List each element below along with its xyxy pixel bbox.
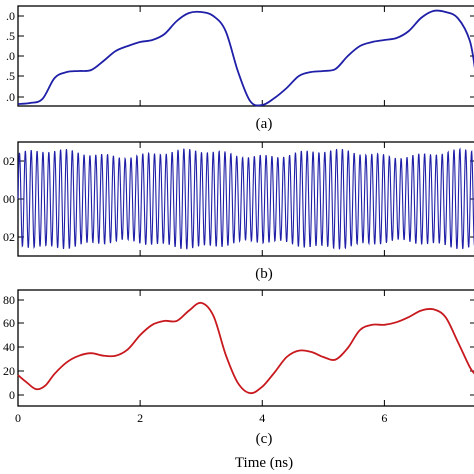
y-tick-label: 80 xyxy=(3,293,15,307)
panel-a-series-line xyxy=(17,9,474,107)
panel-b: 02 00 02 (b) xyxy=(3,141,474,282)
y-tick-label: 02 xyxy=(3,154,15,168)
panel-b-y-ticks: 02 00 02 xyxy=(3,142,474,256)
panel-c-frame xyxy=(17,289,474,407)
y-tick-label: 20 xyxy=(3,364,15,378)
panel-c-y-ticks: 80 60 40 20 0 xyxy=(3,290,474,406)
y-tick-label: .5 xyxy=(6,29,15,43)
panel-a-label: (a) xyxy=(256,116,273,132)
y-tick-label: 02 xyxy=(3,230,15,244)
panel-c-x-ticks: 0 2 4 6 xyxy=(15,411,387,425)
y-tick-label: .0 xyxy=(6,9,15,23)
panel-b-label: (b) xyxy=(255,266,273,282)
panel-b-series-line xyxy=(17,147,474,250)
y-tick-label: 60 xyxy=(3,316,15,330)
y-tick-label: 0 xyxy=(9,388,15,402)
panel-c: 80 60 40 20 0 0 2 4 6 (c) Time (ns) xyxy=(3,289,474,471)
x-tick-label: 0 xyxy=(15,411,21,425)
panel-c-label: (c) xyxy=(256,431,273,447)
x-tick-label: 4 xyxy=(259,411,265,425)
x-axis-title: Time (ns) xyxy=(235,455,293,471)
y-tick-label: 40 xyxy=(3,340,15,354)
x-tick-label: 2 xyxy=(137,411,143,425)
x-tick-label: 6 xyxy=(381,411,387,425)
y-tick-label: 00 xyxy=(3,192,15,206)
y-tick-label: .0 xyxy=(6,90,15,104)
panel-a: .0 .5 .0 .5 .0 (a) xyxy=(6,5,474,132)
panel-c-series-line xyxy=(17,301,474,395)
y-tick-label: .0 xyxy=(6,49,15,63)
panel-a-y-ticks: .0 .5 .0 .5 .0 xyxy=(6,6,474,106)
y-tick-label: .5 xyxy=(6,69,15,83)
